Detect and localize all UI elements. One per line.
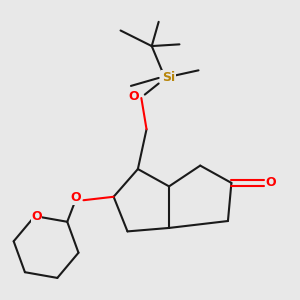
Text: O: O — [70, 191, 81, 204]
Text: O: O — [265, 176, 276, 189]
Text: Si: Si — [162, 71, 175, 84]
Text: O: O — [31, 210, 42, 223]
Text: O: O — [128, 90, 139, 103]
